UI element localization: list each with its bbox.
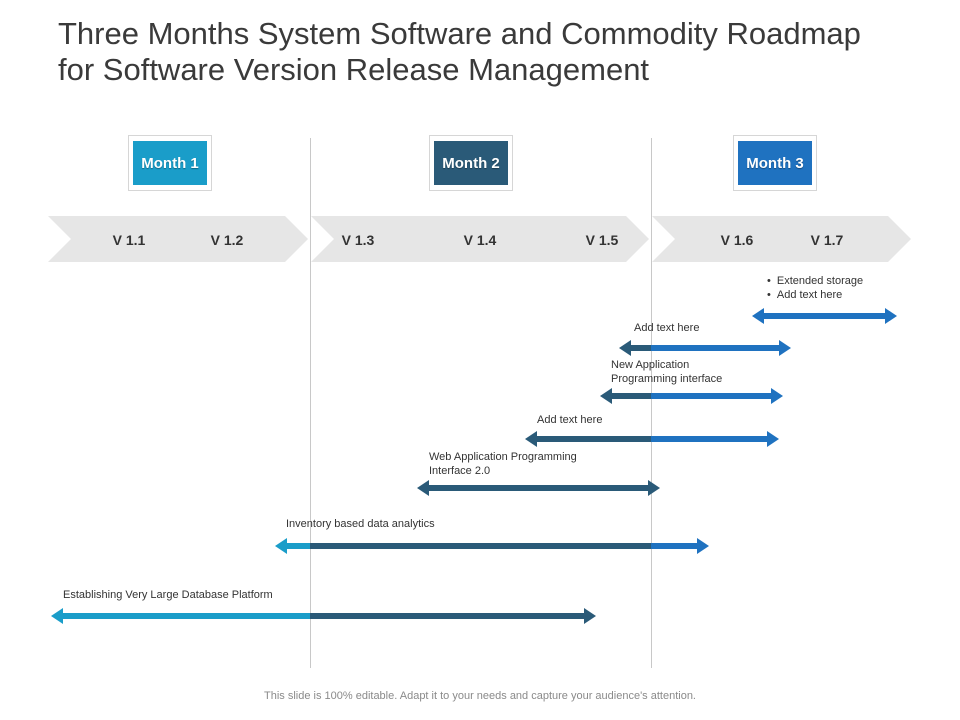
chevron-month-3 [652,216,911,262]
month-2-label: Month 2 [434,141,508,185]
version-label: V 1.1 [112,232,146,248]
task-5-label-line: Interface 2.0 [429,465,491,477]
task-4-label: Add text here [537,414,603,426]
task-5-label-line: Web Application Programming [429,451,577,463]
task-5-label: Web Application Programming Interface 2.… [429,450,577,478]
task-2-label: Add text here [634,322,700,334]
chevron-month-2 [311,216,649,262]
title-line-1: Three Months System Software and Commodi… [58,16,861,51]
version-label: V 1.3 [341,232,375,248]
title-line-2: for Software Version Release Management [58,52,650,87]
version-label: V 1.2 [210,232,244,248]
task-3-label-line: New Application [611,359,690,371]
month-3-header: Month 3 [733,135,817,191]
month-divider-1 [310,138,311,668]
page-title: Three Months System Software and Commodi… [58,16,938,88]
task-6-arrow [275,538,709,554]
task-5-arrow [417,480,660,496]
task-3-arrow [600,388,783,404]
version-label: V 1.6 [720,232,754,248]
version-label: V 1.7 [810,232,844,248]
version-label: V 1.4 [463,232,497,248]
footer-note: This slide is 100% editable. Adapt it to… [264,690,696,702]
task-7-label: Establishing Very Large Database Platfor… [63,589,273,601]
task-3-label: New Application Programming interface [611,358,722,386]
bullet-item: Add text here [767,288,863,302]
task-3-label-line: Programming interface [611,373,723,385]
month-divider-2 [651,138,652,668]
task-1-arrow [752,308,897,324]
chevron-month-1 [48,216,308,262]
month-1-header: Month 1 [128,135,212,191]
task-1-bullets: Extended storage Add text here [767,274,863,302]
month-2-header: Month 2 [429,135,513,191]
task-2-arrow [619,340,791,356]
task-4-arrow [525,431,779,447]
bullet-item: Extended storage [767,274,863,288]
task-7-arrow [51,608,596,624]
month-3-label: Month 3 [738,141,812,185]
month-1-label: Month 1 [133,141,207,185]
task-6-label: Inventory based data analytics [286,518,435,530]
version-label: V 1.5 [585,232,619,248]
